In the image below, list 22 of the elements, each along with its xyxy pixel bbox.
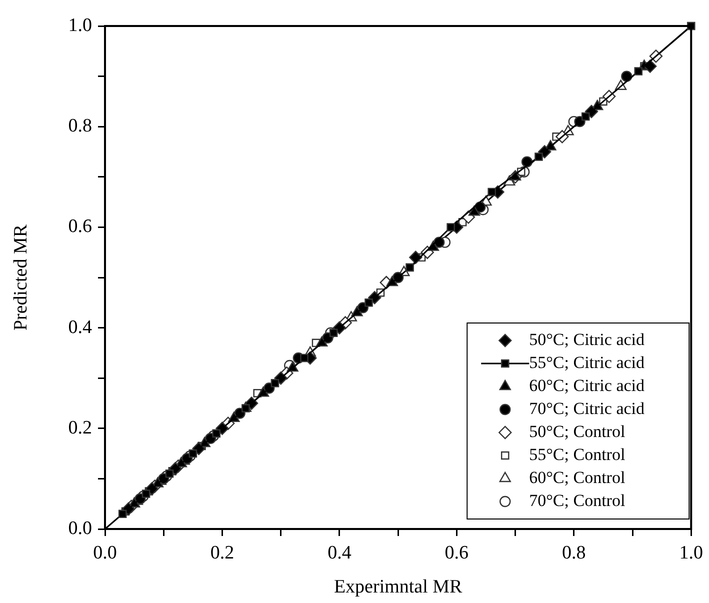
y-axis-title: Predicted MR	[10, 224, 32, 331]
legend-label: 60°C; Citric acid	[529, 376, 646, 395]
legend-label: 55°C; Citric acid	[529, 352, 646, 372]
x-tick-label: 0.8	[562, 542, 586, 564]
x-axis-title: Experimntal MR	[334, 576, 463, 598]
legend-label: 50°C; Citric acid	[529, 330, 646, 349]
x-tick-label: 0.4	[328, 542, 352, 564]
x-tick-label: 0.0	[93, 542, 117, 564]
legend-label: 70°C; Control	[529, 490, 626, 510]
y-tick-label: 0.8	[68, 116, 92, 137]
x-tick-label: 1.0	[679, 542, 703, 564]
legend-label: 55°C; Control	[529, 444, 626, 464]
x-tick-label: 0.2	[210, 542, 234, 564]
legend-label: 50°C; Control	[529, 422, 626, 441]
y-tick-label: 0.6	[68, 216, 92, 238]
legend-label: 70°C; Citric acid	[529, 398, 646, 418]
y-tick-label: 1.0	[68, 14, 92, 36]
legend-label: 60°C; Control	[529, 468, 626, 487]
x-tick-label: 0.6	[444, 542, 469, 564]
y-tick-label: 0.0	[68, 518, 92, 539]
y-tick-label: 0.2	[68, 417, 92, 438]
y-tick-label: 0.4	[68, 316, 92, 338]
